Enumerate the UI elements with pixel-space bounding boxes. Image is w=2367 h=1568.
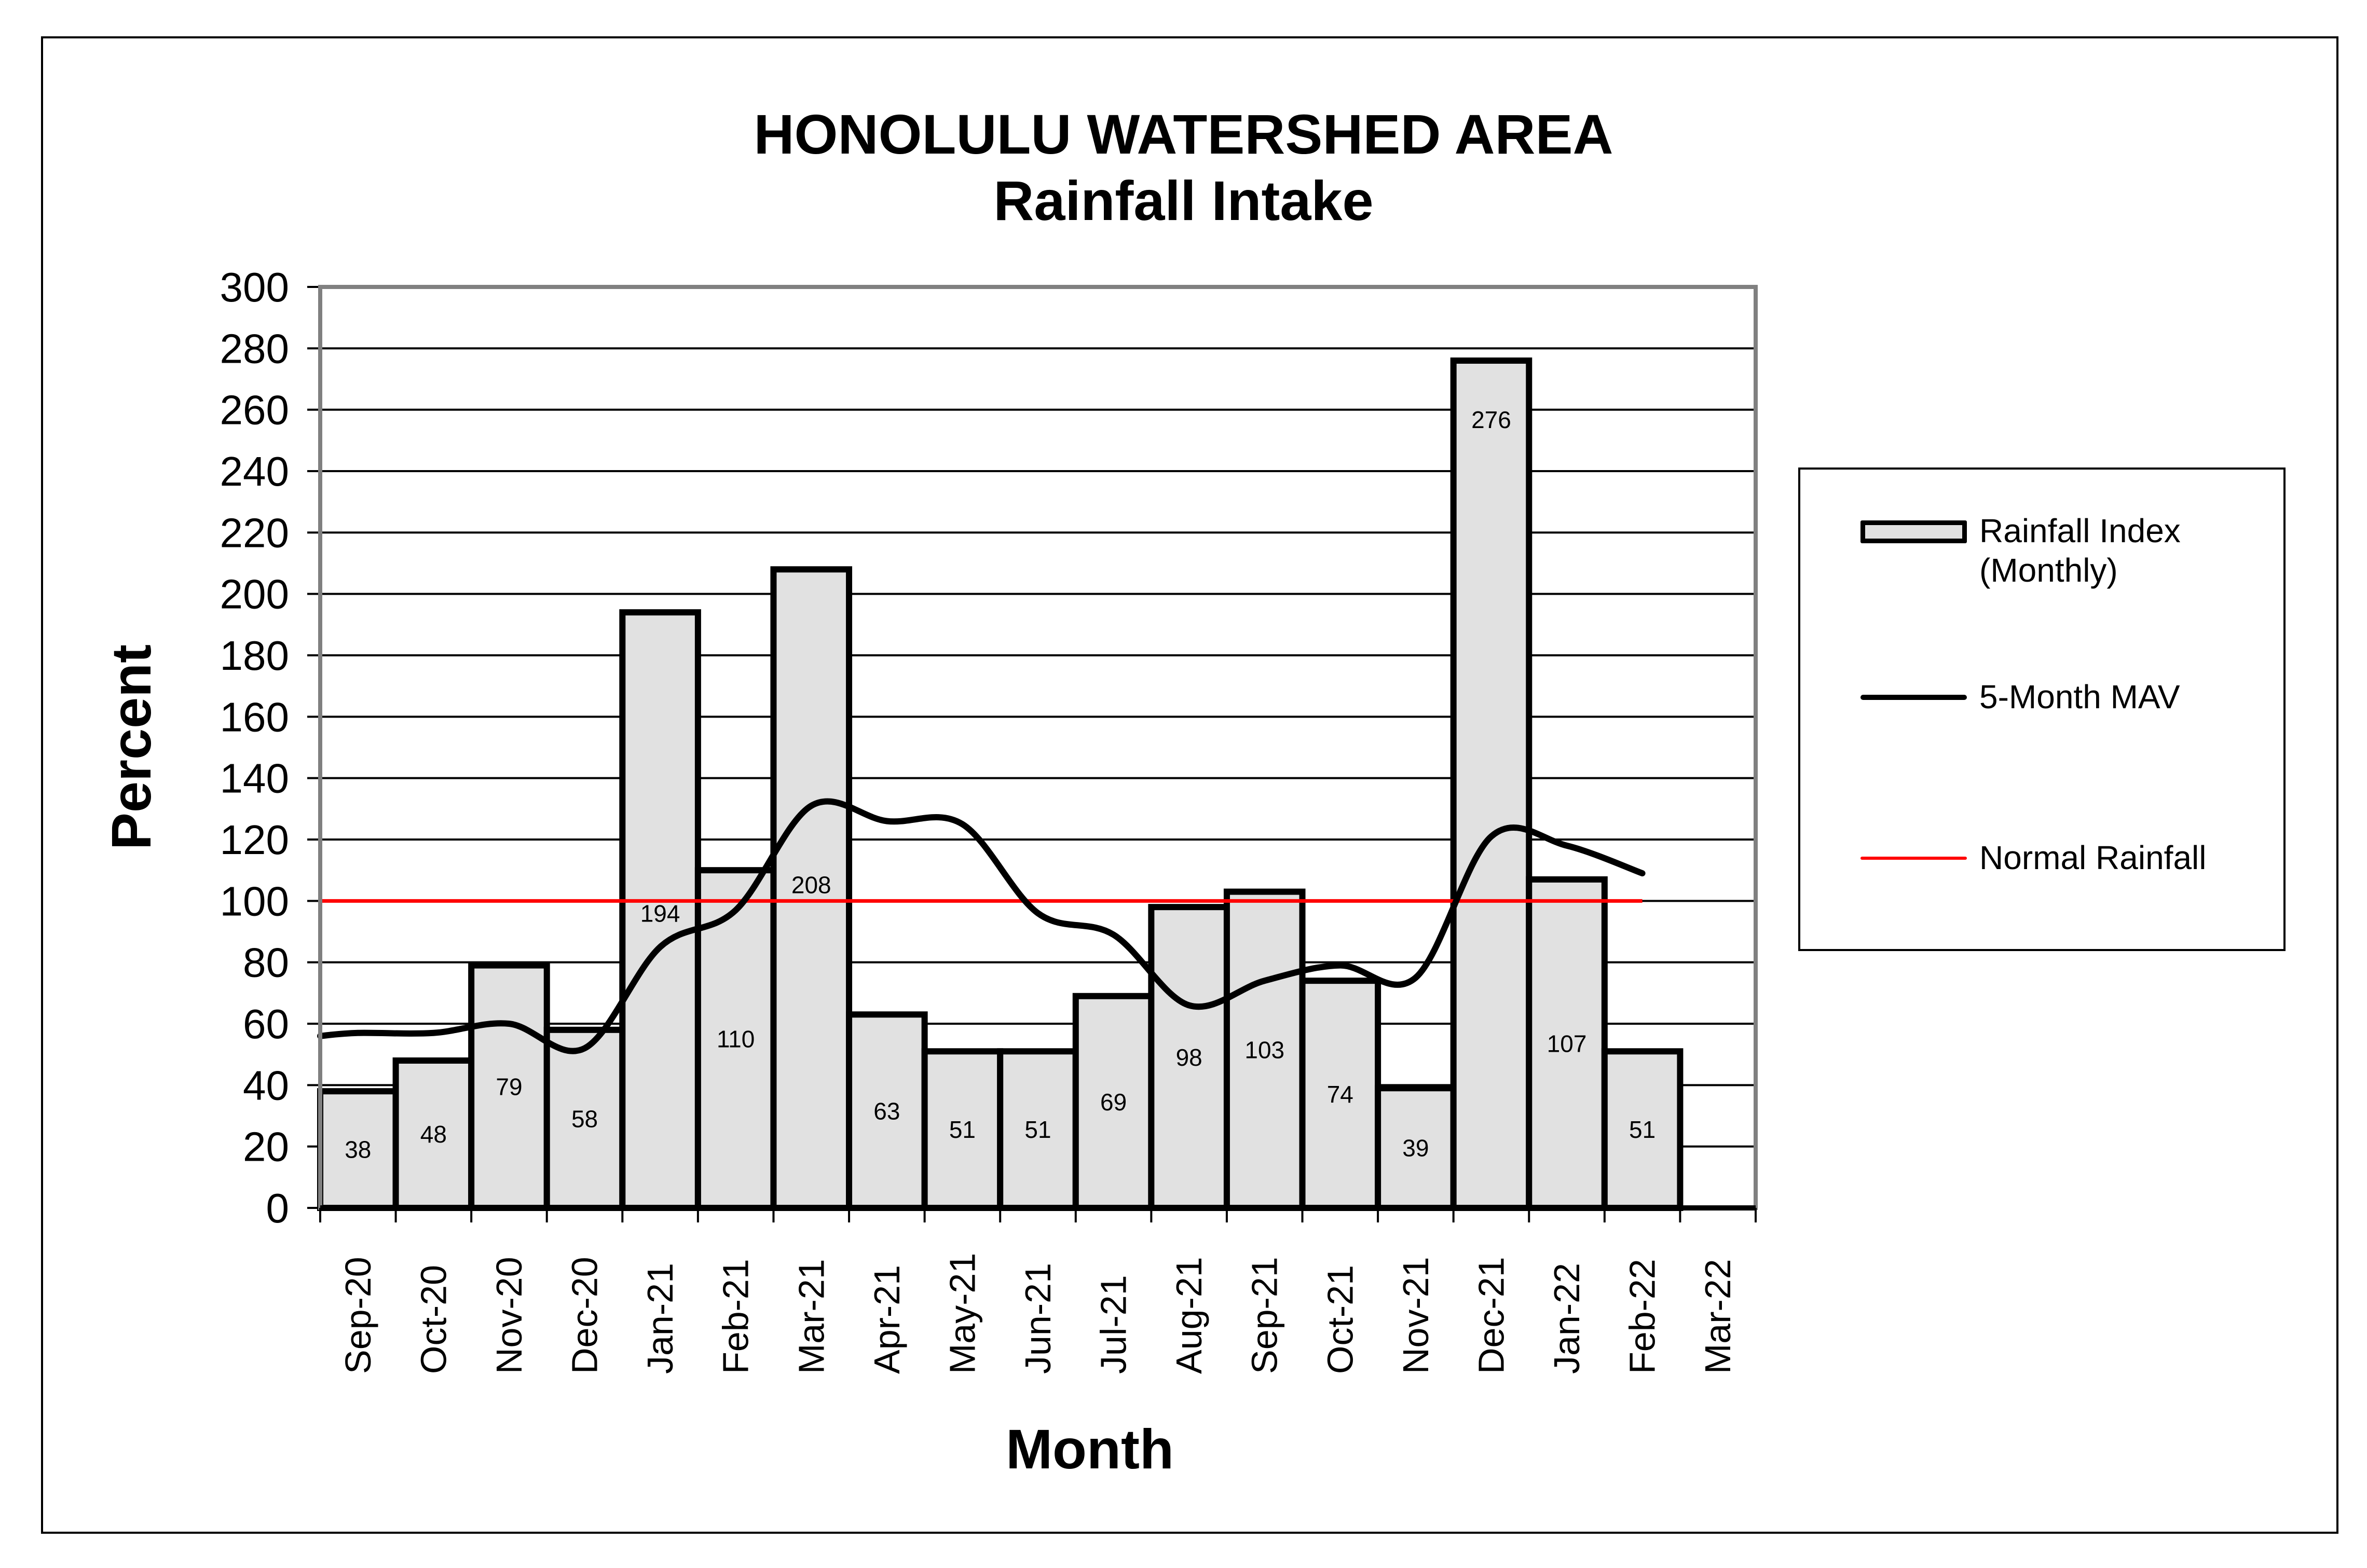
chart-title: HONOLULU WATERSHED AREA Rainfall Intake <box>0 101 2367 234</box>
x-tick-label: Feb-22 <box>1622 1259 1663 1374</box>
bar-value-label: 107 <box>1547 1030 1587 1057</box>
bar-value-label: 51 <box>1629 1116 1655 1143</box>
x-tick-label: Aug-21 <box>1169 1257 1209 1374</box>
x-tick-label: Oct-20 <box>413 1265 454 1374</box>
x-axis-title: Month <box>1006 1418 1174 1480</box>
x-tick-label: Jan-21 <box>640 1263 680 1374</box>
bar <box>619 609 701 1211</box>
x-tick-label: Mar-22 <box>1698 1259 1738 1374</box>
bar-value-label: 69 <box>1100 1089 1127 1116</box>
chart-frame <box>41 36 2338 1534</box>
mav-line <box>317 798 1646 1054</box>
x-tick-label: Oct-21 <box>1320 1265 1360 1374</box>
red-line-swatch-icon <box>1860 857 1967 860</box>
x-tick-label: Sep-21 <box>1244 1257 1285 1374</box>
bar-value-label: 48 <box>420 1121 447 1148</box>
bar-series: 38 48 79 58 194 110 208 63 51 51 69 98 103 74 39 276 107… <box>317 357 1684 1212</box>
y-tick-label: 180 <box>220 632 289 679</box>
bar-value-label: 110 <box>717 1026 755 1053</box>
y-tick-label: 160 <box>220 694 289 740</box>
x-tick-label: Dec-21 <box>1471 1257 1511 1374</box>
bar <box>1601 1048 1684 1211</box>
bar-value-label: 51 <box>949 1116 976 1143</box>
x-tick-label: Nov-20 <box>489 1257 529 1374</box>
x-tick-label: Sep-20 <box>338 1257 378 1374</box>
title-line-2: Rainfall Intake <box>993 169 1374 232</box>
bar-value-label: 79 <box>496 1073 522 1100</box>
bar-value-label: 51 <box>1024 1116 1051 1143</box>
bar-value-label: 63 <box>873 1098 900 1125</box>
bar <box>1450 357 1533 1211</box>
y-tick-label: 260 <box>220 387 289 433</box>
legend-label: Rainfall Index (Monthly) <box>1979 512 2181 589</box>
y-tick-label: 60 <box>243 1001 289 1047</box>
bar <box>543 1026 626 1212</box>
y-tick-label: 20 <box>243 1124 289 1170</box>
y-tick-label: 300 <box>220 264 289 310</box>
bar-value-label: 194 <box>640 900 680 927</box>
bar-value-label: 39 <box>1402 1135 1429 1162</box>
legend: Rainfall Index (Monthly) 5-Month MAV Nor… <box>1798 467 2286 951</box>
y-tick-label: 140 <box>220 755 289 802</box>
bar-value-label: 58 <box>571 1105 598 1132</box>
x-tick-label: Jul-21 <box>1093 1275 1134 1374</box>
x-tick-label: Jan-22 <box>1547 1263 1587 1374</box>
axes: 0 20 40 60 80 100 120 140 160 180 200 220 240 260 280 3… <box>220 264 1758 1374</box>
y-tick-label: 120 <box>220 817 289 863</box>
x-tick-label: Dec-20 <box>565 1257 605 1374</box>
x-tick-label: May-21 <box>942 1253 982 1374</box>
bar <box>1223 888 1306 1212</box>
line-swatch-icon <box>1860 695 1967 700</box>
x-tick-label: Nov-21 <box>1395 1257 1436 1374</box>
bar-value-label: 38 <box>345 1136 371 1163</box>
bar-value-label: 98 <box>1176 1044 1202 1071</box>
y-tick-label: 0 <box>266 1185 290 1231</box>
x-tick-label: Jun-21 <box>1018 1263 1058 1374</box>
bar-value-label: 276 <box>1471 406 1511 433</box>
x-tick-label: Apr-21 <box>867 1265 907 1374</box>
legend-label: Normal Rainfall <box>1979 839 2207 876</box>
y-tick-label: 240 <box>220 448 289 494</box>
bar-value-label: 74 <box>1327 1081 1353 1108</box>
bar <box>921 1048 1004 1211</box>
bar-value-label: 103 <box>1244 1036 1284 1063</box>
y-tick-label: 280 <box>220 325 289 372</box>
y-tick-label: 40 <box>243 1062 289 1108</box>
x-tick-label: Feb-21 <box>716 1259 756 1374</box>
y-tick-label: 200 <box>220 571 289 617</box>
x-tick-label: Mar-21 <box>791 1259 831 1374</box>
bar <box>392 1057 475 1211</box>
y-tick-label: 220 <box>220 510 289 556</box>
bar <box>770 566 853 1211</box>
bar-swatch-icon <box>1860 520 1967 543</box>
bar <box>1526 876 1608 1211</box>
legend-label: 5-Month MAV <box>1979 678 2180 716</box>
y-axis-title: Percent <box>100 644 162 850</box>
y-tick-label: 100 <box>220 878 289 924</box>
title-line-1: HONOLULU WATERSHED AREA <box>754 103 1613 166</box>
y-tick-label: 80 <box>243 940 289 986</box>
bar-value-label: 208 <box>791 871 831 898</box>
